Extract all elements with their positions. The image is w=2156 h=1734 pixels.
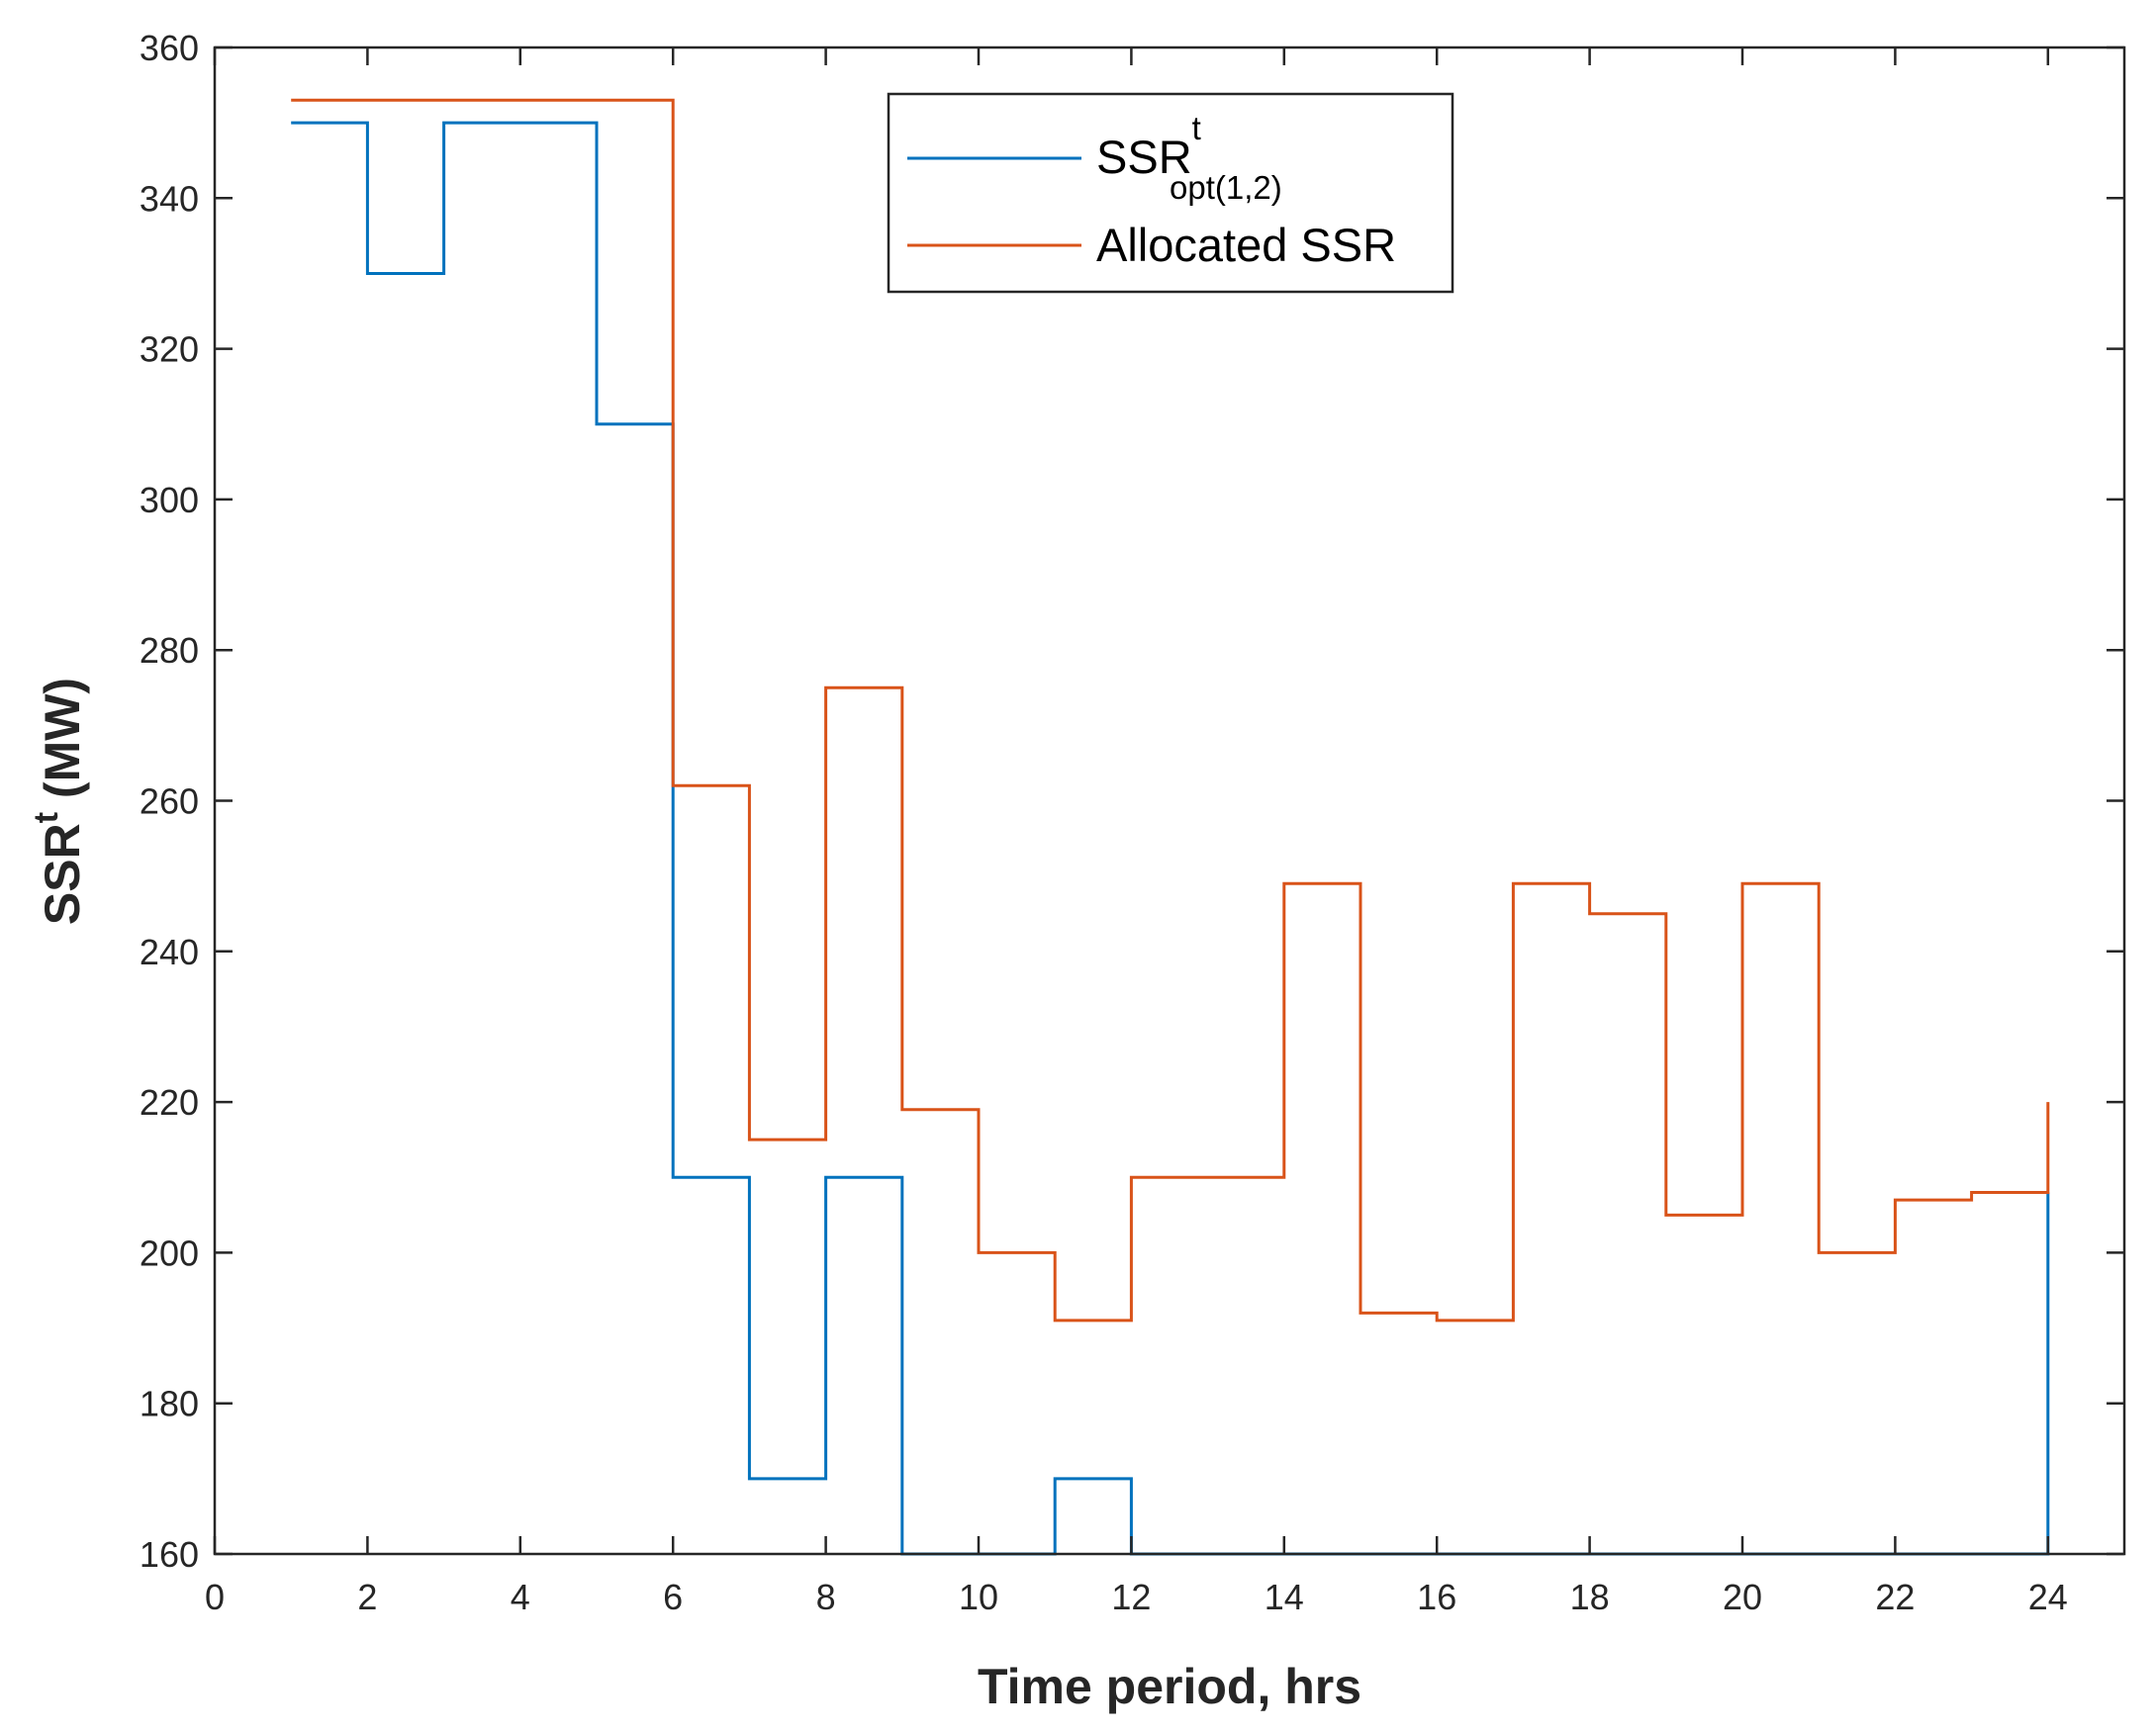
y-tick-label: 320 [140,329,199,370]
x-tick-label: 2 [357,1577,377,1617]
y-tick-label: 260 [140,781,199,822]
y-axis-title-main: SSR [35,823,90,925]
axis-ticks: 0 2 4 6 8 10 12 14 16 18 20 22 241601802002202402602… [140,28,2124,1617]
y-tick-label: 280 [140,630,199,671]
x-tick-label: 14 [1265,1577,1304,1617]
y-tick-label: 300 [140,480,199,520]
y-axis-title: SSRt (MW) [28,678,90,925]
x-tick-label: 18 [1570,1577,1610,1617]
y-tick-label: 180 [140,1384,199,1424]
y-axis-title-sup: t [28,812,65,823]
y-axis-title-unit-text: (MW) [35,678,90,798]
x-tick-label: 0 [205,1577,225,1617]
x-tick-label: 6 [663,1577,683,1617]
legend-ssr-opt-sup: t [1192,110,1201,146]
legend-entry-ssr-opt: SSRt opt(1,2) [1096,110,1282,206]
legend: SSRt opt(1,2) Allocated SSR [887,92,1454,294]
x-tick-label: 16 [1417,1577,1456,1617]
y-tick-label: 200 [140,1232,199,1273]
y-tick-label: 360 [140,28,199,68]
y-tick-label: 160 [140,1534,199,1575]
x-axis-title: Time period, hrs [978,1659,1361,1714]
x-tick-label: 4 [511,1577,530,1617]
y-axis-title-unit [35,798,90,812]
legend-ssr-opt-main: SSR [1096,131,1192,183]
x-tick-label: 10 [959,1577,998,1617]
y-tick-label: 340 [140,178,199,219]
x-tick-label: 12 [1111,1577,1151,1617]
y-tick-label: 240 [140,932,199,972]
x-tick-label: 20 [1723,1577,1762,1617]
axes-box [213,46,2126,1556]
series-line-1 [291,98,2050,1323]
x-tick-label: 22 [1875,1577,1915,1617]
x-tick-label: 24 [2028,1577,2068,1617]
x-tick-label: 8 [816,1577,836,1617]
legend-entry-allocated: Allocated SSR [1096,219,1396,271]
y-tick-label: 220 [140,1082,199,1123]
legend-box [887,92,1454,294]
legend-ssr-opt-sub: opt(1,2) [1170,169,1282,206]
